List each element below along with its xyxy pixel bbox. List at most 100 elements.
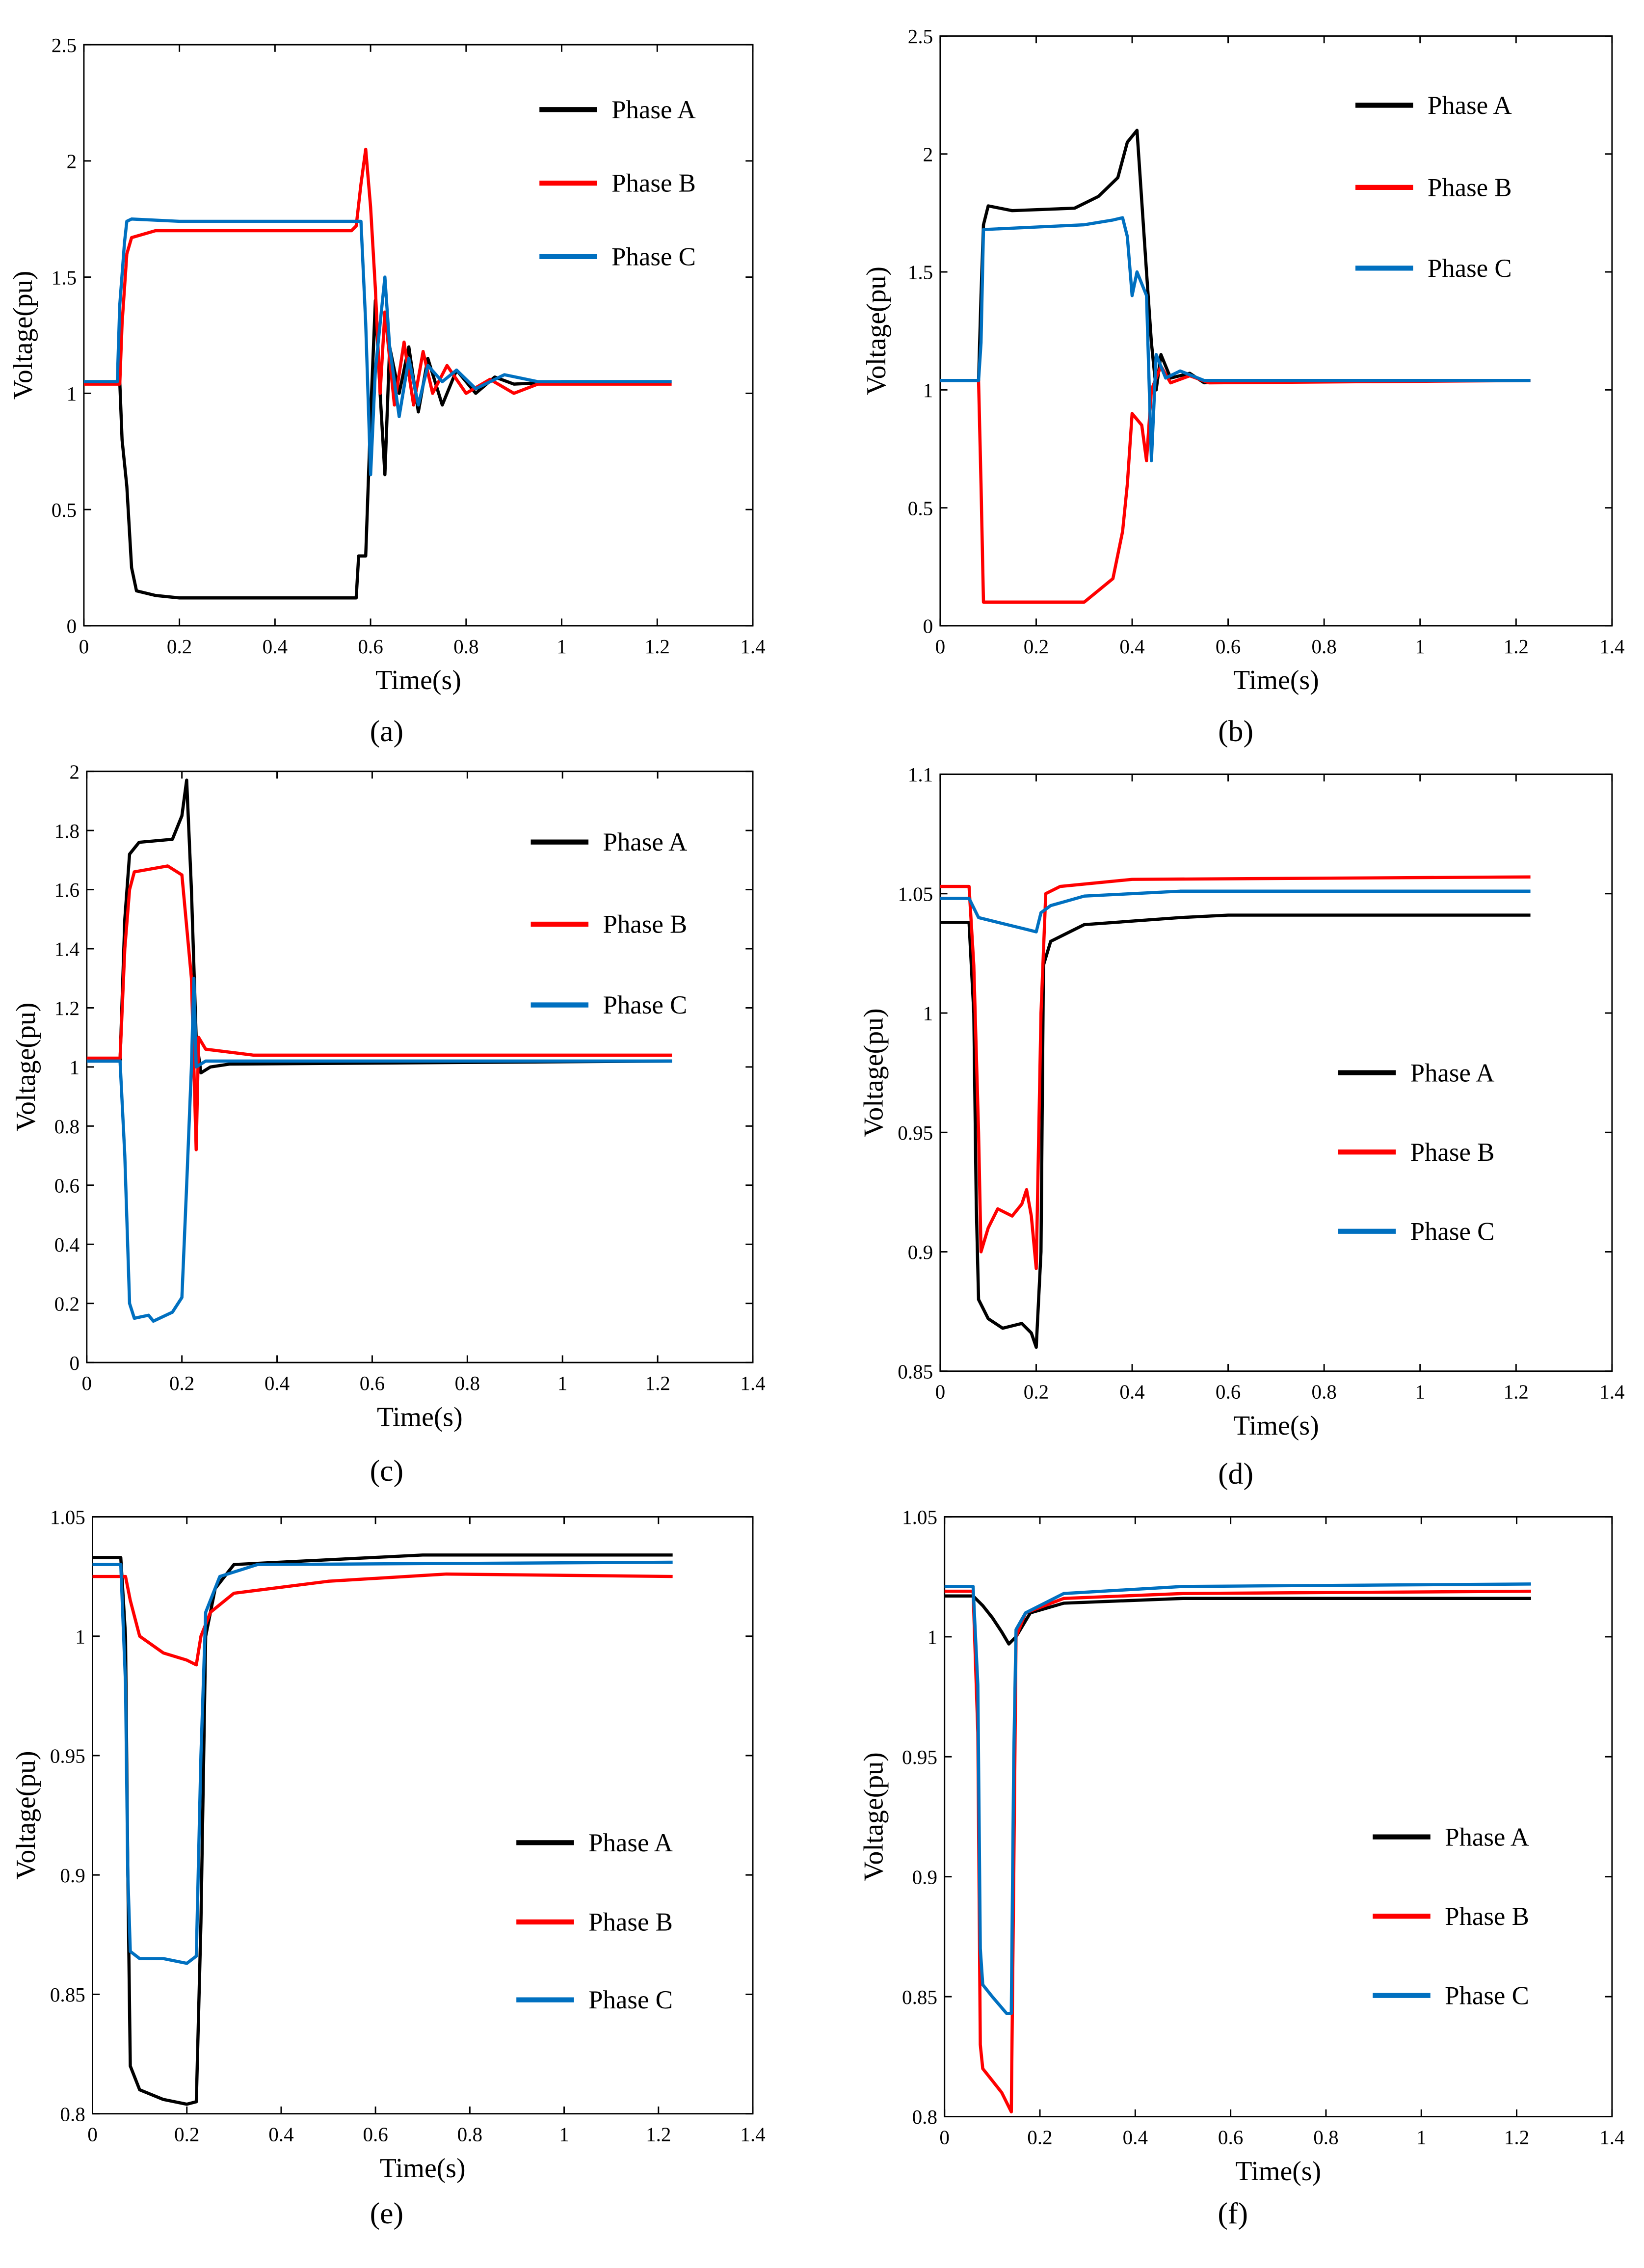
chart-panel-e: 0 0.2 0.4 0.6 0.8 1 1.2 1.4 0.8 0.85 0.9 0.95 1 1.05 P… — [11, 1506, 766, 2230]
y-tick-label: 1 — [70, 1056, 80, 1079]
x-tick-label: 1 — [1415, 635, 1425, 658]
y-tick-label: 1.05 — [898, 882, 933, 905]
series-line-phase-c — [940, 216, 1531, 462]
y-tick-label: 2 — [70, 760, 80, 783]
series-line-phase-b — [83, 147, 672, 407]
x-tick-label: 1.2 — [645, 1372, 670, 1394]
x-tick-label: 1 — [557, 635, 567, 658]
y-tick-label: 0.85 — [50, 1983, 85, 2006]
y-tick-label: 0.85 — [898, 1360, 933, 1383]
x-tick-label: 0.2 — [1027, 2126, 1052, 2148]
chart-panel-b: 0 0.2 0.4 0.6 0.8 1 1.2 1.4 0 0.5 1 1.5 2 2.5 Phase A P… — [861, 25, 1624, 748]
series-line-phase-c — [940, 889, 1531, 934]
x-tick-label: 0.2 — [174, 2123, 199, 2145]
plot-area — [92, 1516, 754, 2115]
series-line-phase-c — [83, 217, 672, 477]
panel-caption: (d) — [1218, 1457, 1253, 1491]
y-tick-label: 1.5 — [908, 261, 933, 284]
y-tick-label: 0 — [70, 1352, 80, 1374]
x-tick-label: 1 — [1415, 1381, 1425, 1403]
y-tick-label: 1.2 — [54, 997, 80, 1019]
legend-label: Phase A — [1445, 1823, 1529, 1851]
chart-panel-f: 0 0.2 0.4 0.6 0.8 1 1.2 1.4 0.8 0.85 0.9 0.95 1 1.05 P… — [858, 1506, 1624, 2230]
series-line-phase-a — [86, 778, 672, 1075]
y-tick-label: 0.8 — [912, 2106, 937, 2128]
x-tick-label: 0 — [79, 635, 89, 658]
x-axis-label: Time(s) — [377, 1402, 463, 1432]
legend-label: Phase B — [603, 910, 687, 939]
x-tick-label: 1.4 — [1599, 2126, 1624, 2148]
x-tick-label: 0.2 — [1024, 635, 1049, 658]
x-tick-label: 1 — [1416, 2126, 1427, 2148]
x-axis-label: Time(s) — [1235, 2156, 1321, 2187]
y-tick-label: 0.8 — [54, 1115, 80, 1138]
x-tick-label: 0 — [935, 635, 946, 658]
x-tick-label: 0.6 — [1218, 2126, 1243, 2148]
x-tick-label: 0.6 — [1216, 635, 1241, 658]
legend-label: Phase C — [588, 1986, 673, 2014]
y-tick-label: 0.2 — [54, 1292, 80, 1315]
y-tick-label: 0.5 — [52, 499, 77, 521]
y-axis-label: Voltage(pu) — [11, 1751, 41, 1879]
y-tick-label: 0 — [923, 615, 933, 638]
x-tick-label: 0.4 — [265, 1372, 290, 1394]
series-line-phase-c — [944, 1582, 1531, 2015]
series-line-phase-a — [940, 913, 1531, 1349]
y-axis-label: Voltage(pu) — [858, 1008, 889, 1137]
y-tick-label: 2.5 — [52, 34, 77, 56]
legend-label: Phase B — [1445, 1902, 1529, 1931]
x-tick-label: 0.2 — [167, 635, 192, 658]
x-tick-label: 0.8 — [1311, 635, 1336, 658]
legend-label: Phase C — [603, 991, 687, 1019]
series-line-phase-a — [940, 129, 1531, 392]
chart-panel-c: 0 0.2 0.4 0.6 0.8 1 1.2 1.4 0 0.2 0.4 0.6 0.8 1 1.2 1.4… — [11, 760, 766, 1488]
x-tick-label: 0.8 — [453, 635, 478, 658]
series-line-phase-a — [944, 1594, 1531, 1646]
plot-area — [944, 1516, 1613, 2118]
y-tick-label: 1.1 — [908, 763, 933, 786]
legend-label: Phase A — [588, 1829, 673, 1857]
y-tick-label: 0.85 — [902, 1986, 937, 2008]
legend-label: Phase C — [1410, 1217, 1495, 1246]
y-tick-label: 0.4 — [54, 1233, 80, 1256]
series-line-phase-b — [86, 864, 672, 1151]
panel-caption: (e) — [370, 2197, 403, 2230]
x-tick-label: 0.2 — [1024, 1381, 1049, 1403]
x-tick-label: 1.4 — [740, 635, 765, 658]
panel-caption: (a) — [370, 715, 403, 748]
x-tick-label: 1.2 — [645, 635, 670, 658]
panel-caption: (b) — [1218, 715, 1253, 748]
x-tick-label: 1.2 — [1504, 2126, 1529, 2148]
x-tick-label: 0.4 — [1119, 635, 1144, 658]
x-tick-label: 0.6 — [363, 2123, 388, 2145]
x-tick-label: 0 — [81, 1372, 92, 1394]
chart-panel-a: 0 0.2 0.4 0.6 0.8 1 1.2 1.4 0 0.5 1 1.5 2 2.5 Phase A P… — [8, 34, 766, 748]
x-tick-label: 0 — [939, 2126, 950, 2148]
x-tick-label: 0.4 — [268, 2123, 293, 2145]
legend-label: Phase B — [611, 169, 696, 198]
x-tick-label: 0.4 — [1123, 2126, 1148, 2148]
y-tick-label: 1 — [923, 379, 933, 401]
y-tick-label: 0.9 — [912, 1866, 937, 1888]
x-tick-label: 0 — [935, 1381, 946, 1403]
x-tick-label: 1.2 — [1504, 635, 1529, 658]
y-tick-label: 0.6 — [54, 1174, 80, 1197]
legend-label: Phase A — [1428, 91, 1512, 120]
y-axis-label: Voltage(pu) — [11, 1003, 41, 1131]
y-tick-label: 0.95 — [902, 1746, 937, 1768]
legend-label: Phase B — [1410, 1138, 1495, 1167]
x-tick-label: 0.8 — [455, 1372, 480, 1394]
x-tick-label: 0.8 — [457, 2123, 482, 2145]
plot-area — [939, 774, 1613, 1372]
legend-label: Phase C — [1445, 1981, 1529, 2010]
y-tick-label: 0 — [67, 615, 77, 638]
y-tick-label: 2 — [67, 150, 77, 173]
x-tick-label: 0.4 — [1119, 1381, 1144, 1403]
legend-label: Phase A — [1410, 1059, 1495, 1087]
y-tick-label: 1 — [75, 1625, 85, 1648]
x-tick-label: 0.8 — [1311, 1381, 1336, 1403]
x-tick-label: 0.6 — [358, 635, 383, 658]
y-tick-label: 1.5 — [52, 266, 77, 289]
panel-caption: (c) — [370, 1454, 403, 1488]
x-axis-label: Time(s) — [1233, 665, 1319, 695]
